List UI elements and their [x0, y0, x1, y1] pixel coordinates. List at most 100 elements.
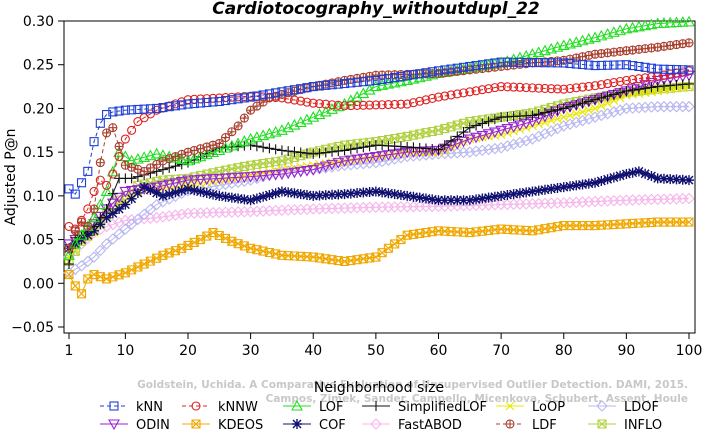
data-point-lof [113, 146, 126, 157]
series-line-knnw [68, 70, 690, 230]
data-point-odin [106, 198, 119, 210]
data-point-ldf [108, 123, 118, 133]
data-point-odin [313, 163, 326, 175]
data-point-simplifiedlof [583, 96, 594, 107]
data-point-ldof [426, 148, 439, 161]
data-point-simplifiedlof [258, 142, 269, 153]
data-point-cof [677, 174, 688, 185]
data-point-knnw [427, 93, 437, 104]
data-point-cof [489, 191, 500, 202]
data-point-knn [296, 84, 306, 94]
data-point-knnw [408, 98, 418, 108]
data-point-simplifiedlof [107, 188, 118, 199]
legend-marker [292, 419, 302, 429]
series-simplifiedlof [64, 78, 694, 270]
data-point-odin [476, 130, 489, 142]
data-point-lof [658, 17, 670, 28]
data-point-ldof [601, 107, 614, 120]
data-point-knn [89, 137, 99, 147]
data-point-cof [427, 194, 438, 205]
data-point-knn [277, 87, 287, 97]
data-point-knnw [89, 186, 99, 197]
data-point-cof [145, 185, 156, 196]
data-point-knnw [327, 100, 337, 110]
data-point-odin [200, 174, 213, 186]
data-point-knnw [108, 169, 118, 179]
data-point-ldof [119, 223, 132, 235]
data-point-cof [395, 189, 406, 200]
axes-layer: 1 10 20 30 40 50 60 70 80 90 100 −0.05 0.00 0.05 0.10 0… [11, 14, 702, 359]
data-point-cof [496, 190, 507, 201]
data-point-knn [377, 74, 387, 85]
legend-label: LoOP [532, 400, 565, 415]
data-point-knn [527, 57, 537, 68]
legend-label: ODIN [136, 418, 170, 433]
data-point-knnw [308, 98, 318, 108]
data-point-odin [219, 173, 232, 185]
data-point-knn [321, 80, 331, 90]
data-point-cof [233, 193, 244, 204]
legend-label: INFLO [624, 418, 662, 433]
data-point-ldof [88, 251, 100, 263]
data-point-knn [258, 90, 268, 100]
data-point-odin [463, 134, 476, 146]
y-tick-label: 0.10 [23, 189, 54, 205]
data-point-simplifiedlof [64, 259, 74, 270]
data-point-ldof [107, 233, 119, 245]
series-line-fastabod [68, 197, 690, 258]
data-point-knn [76, 178, 87, 188]
legend-label: COF [319, 418, 346, 433]
data-point-cof [182, 183, 193, 194]
data-point-knn [496, 57, 506, 67]
data-point-knn [214, 96, 224, 106]
data-point-knnw [540, 83, 550, 93]
data-point-lof [676, 16, 689, 27]
data-point-fastabod [163, 210, 175, 222]
data-point-knn [70, 189, 80, 199]
data-point-knnw [590, 81, 600, 91]
data-point-simplifiedlof [295, 147, 306, 158]
x-tick-label: 90 [617, 343, 635, 359]
data-point-cof [627, 167, 638, 178]
data-point-cof [164, 189, 175, 200]
data-point-ldof [614, 104, 626, 116]
data-point-simplifiedlof [164, 162, 175, 173]
data-point-odin [275, 169, 288, 181]
data-point-knn [264, 89, 274, 99]
x-tick-label: 100 [676, 343, 702, 359]
y-tick-label: 0.20 [23, 101, 54, 117]
data-point-odin [357, 153, 370, 165]
data-point-simplifiedlof [471, 120, 482, 131]
data-point-knn [609, 60, 619, 70]
data-point-knn [352, 77, 362, 87]
data-point-ldf [252, 101, 262, 111]
data-point-odin [457, 136, 470, 148]
data-point-simplifiedlof [126, 173, 137, 184]
data-point-odin [351, 154, 364, 166]
data-point-knn [665, 64, 675, 74]
data-point-knn [490, 58, 500, 68]
data-point-simplifiedlof [339, 145, 350, 156]
data-point-knn [202, 97, 212, 108]
data-point-knnw [296, 96, 306, 106]
data-point-cof [339, 189, 350, 200]
data-point-odin [207, 174, 219, 185]
data-point-lof [94, 198, 107, 210]
data-point-cof [408, 191, 419, 202]
data-point-knn [653, 64, 663, 74]
data-point-loop [590, 104, 600, 113]
data-point-lof [363, 83, 376, 95]
x-tick-label: 70 [492, 343, 510, 359]
x-tick-label: 60 [430, 343, 448, 359]
data-point-knn [64, 184, 74, 194]
data-point-odin [307, 165, 320, 176]
data-point-fastabod [119, 214, 132, 227]
data-point-knn [402, 71, 412, 81]
data-point-knnw [621, 75, 631, 86]
data-point-cof [552, 182, 563, 193]
legend-item-kdeos: KDEOS [182, 418, 263, 433]
x-tick-label: 1 [65, 343, 74, 359]
data-point-cof [107, 208, 118, 219]
data-point-cof [251, 193, 262, 204]
data-point-cof [420, 193, 431, 204]
